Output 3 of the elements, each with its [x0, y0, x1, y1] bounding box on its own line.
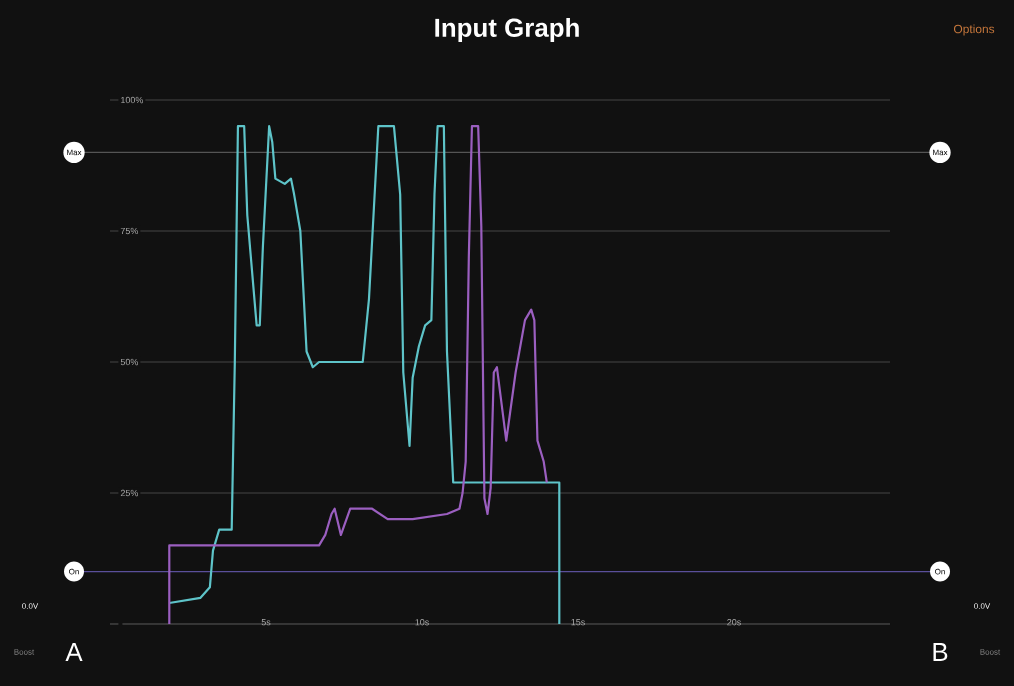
chart-title: Input Graph	[435, 17, 579, 43]
text: B	[933, 643, 948, 661]
text: A	[65, 643, 83, 661]
